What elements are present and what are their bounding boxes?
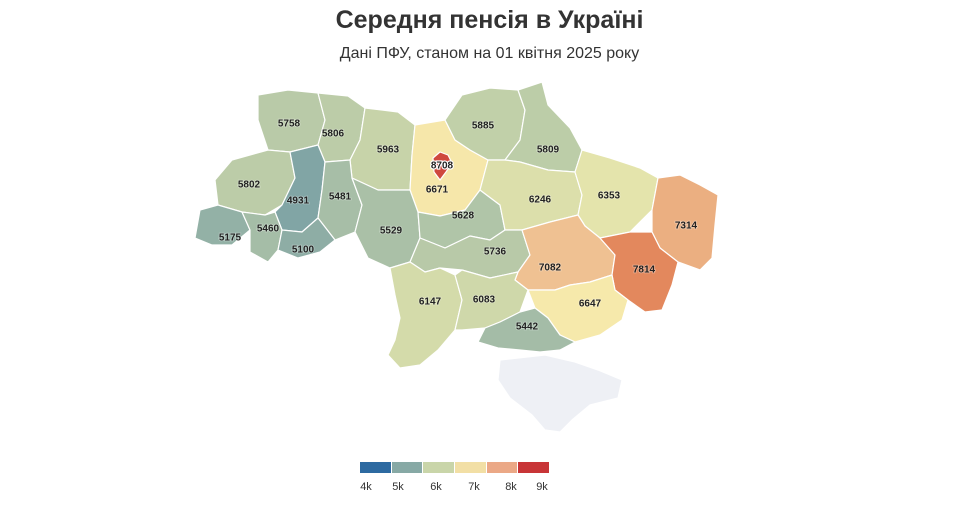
legend-step-2 [423, 462, 456, 473]
label-vinnytsia: 5529 [380, 226, 403, 237]
legend-step-4 [486, 462, 519, 473]
region-odesa[interactable] [387, 261, 463, 369]
legend-tick-6k: 6k [430, 481, 442, 493]
label-lviv: 5802 [238, 180, 261, 191]
label-kirovohrad: 5736 [484, 247, 507, 258]
color-legend [360, 462, 550, 473]
regions-layer [194, 81, 719, 433]
region-luhansk[interactable] [651, 174, 719, 271]
region-chernivtsi[interactable] [277, 217, 336, 259]
label-kherson: 5442 [516, 322, 539, 333]
region-vinnytsia[interactable] [351, 177, 421, 269]
region-zakarpattia[interactable] [194, 204, 251, 246]
legend-tick-7k: 7k [468, 481, 480, 493]
legend-step-0 [360, 462, 392, 473]
label-ivano-frankivsk: 5460 [257, 224, 280, 235]
label-sumy: 5809 [537, 145, 560, 156]
label-khmelnytskyi: 5481 [329, 192, 352, 203]
label-volyn: 5758 [278, 119, 301, 130]
label-zaporizhzhia: 6647 [579, 299, 602, 310]
label-kyiv-oblast: 6671 [426, 185, 449, 196]
label-luhansk: 7314 [675, 221, 698, 232]
legend-step-5 [518, 462, 550, 473]
label-chernihiv: 5885 [472, 121, 495, 132]
label-mykolaiv: 6083 [473, 295, 496, 306]
region-kharkiv[interactable] [574, 149, 659, 239]
legend-step-3 [455, 462, 487, 473]
region-crimea[interactable] [497, 354, 623, 433]
label-kyiv-city: 8708 [431, 161, 454, 172]
region-value-labels: 5758 5806 5963 6671 8708 5885 5809 5802 … [218, 118, 698, 334]
label-rivne: 5806 [322, 129, 345, 140]
legend-step-1 [391, 462, 424, 473]
label-zhytomyr: 5963 [377, 145, 400, 156]
region-kyiv-city[interactable] [432, 151, 453, 181]
legend-tick-4k: 4k [360, 481, 372, 493]
map-title: Середня пенсія в Україні [335, 6, 644, 34]
label-odesa: 6147 [419, 297, 442, 308]
label-chernivtsi: 5100 [292, 245, 315, 256]
label-cherkasy: 5628 [452, 211, 475, 222]
region-kherson[interactable] [477, 307, 576, 353]
label-ternopil: 4931 [287, 196, 310, 207]
legend-tick-5k: 5k [392, 481, 404, 493]
region-lviv[interactable] [214, 149, 296, 216]
region-ivano-frankivsk[interactable] [241, 211, 283, 263]
legend-tick-8k: 8k [505, 481, 517, 493]
label-dnipropetrovsk: 7082 [539, 263, 562, 274]
label-kharkiv: 6353 [598, 191, 621, 202]
label-donetsk: 7814 [633, 265, 656, 276]
label-zakarpattia: 5175 [219, 233, 242, 244]
label-poltava: 6246 [529, 195, 552, 206]
map-subtitle: Дані ПФУ, станом на 01 квітня 2025 року [339, 45, 640, 62]
legend-tick-9k: 9k [536, 481, 548, 493]
